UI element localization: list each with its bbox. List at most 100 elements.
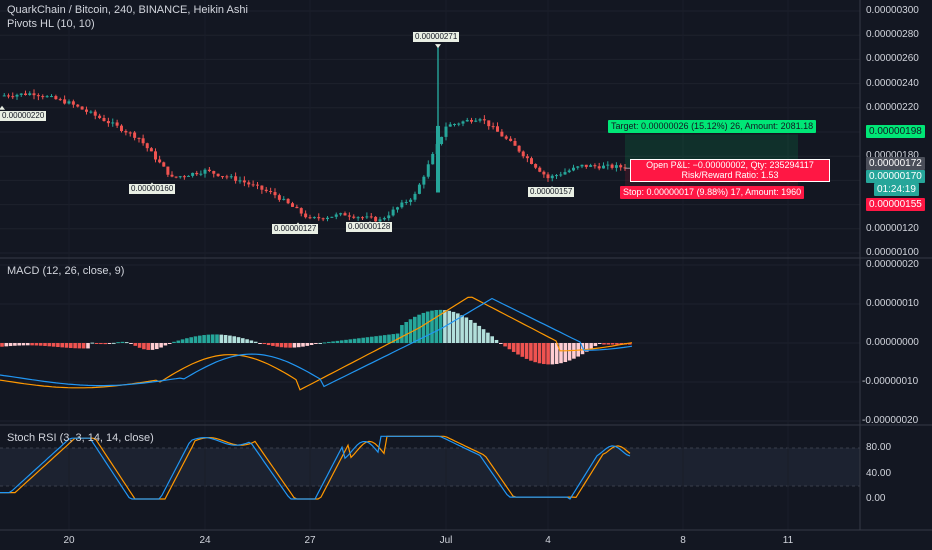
candle-body (509, 138, 513, 141)
macd-histogram-bar (124, 342, 129, 344)
candle-body (264, 189, 268, 192)
macd-histogram-bar (468, 319, 473, 343)
macd-title[interactable]: MACD (12, 26, close, 9) (7, 265, 125, 277)
macd-histogram-bar (155, 343, 159, 350)
pivot-label: 0.00000128 (346, 222, 393, 232)
candle-body (174, 176, 178, 178)
macd-histogram-bar (348, 339, 353, 343)
candle-body (555, 175, 558, 177)
macd-histogram-bar (524, 343, 529, 359)
macd-histogram-bar (228, 335, 232, 343)
candle-body (115, 122, 119, 126)
price-tick-label: 0.00000120 (866, 222, 919, 234)
stoch-rsi-title[interactable]: Stoch RSI (3, 3, 14, 14, close) (7, 432, 154, 444)
macd-histogram-bar (60, 343, 64, 348)
macd-histogram-bar (417, 314, 421, 343)
macd-histogram-bar (185, 338, 189, 343)
macd-tick-label: 0.00000020 (866, 259, 919, 270)
target-label[interactable]: Target: 0.00000026 (15.12%) 26, Amount: … (608, 120, 817, 133)
candle-body (24, 93, 27, 96)
macd-histogram-bar (378, 335, 383, 343)
candle-body (525, 156, 529, 159)
candle-body (221, 176, 224, 178)
macd-histogram-bar (279, 343, 284, 348)
macd-histogram-bar (189, 337, 193, 343)
price-tick-label: 0.00000240 (866, 77, 919, 89)
candle-body (572, 167, 575, 171)
macd-histogram-bar (271, 343, 275, 346)
candle-body (400, 202, 404, 208)
macd-histogram-bar (589, 343, 593, 349)
candle-body (76, 104, 80, 107)
candle-body (542, 171, 546, 175)
candle-body (426, 164, 430, 177)
candle-body (619, 165, 623, 168)
macd-histogram-bar (352, 338, 357, 343)
candle-body (559, 174, 563, 176)
macd-histogram-bar (8, 343, 13, 347)
macd-histogram-bar (615, 343, 619, 345)
time-tick-label: 24 (199, 535, 211, 546)
macd-histogram-bar (533, 343, 537, 363)
candle-body (28, 93, 32, 96)
candle-body (343, 213, 347, 216)
stoch-tick-label: 40.00 (866, 467, 892, 479)
macd-histogram-bar (305, 343, 310, 346)
macd-histogram-bar (537, 343, 542, 364)
candle-body (491, 126, 495, 128)
candle-body (580, 164, 584, 167)
candle-body (106, 121, 110, 124)
macd-histogram-bar (438, 309, 443, 343)
candle-body (365, 216, 369, 218)
macd-histogram-bar (554, 343, 559, 364)
candle-body (382, 218, 386, 220)
candle-body (63, 99, 67, 104)
candle-body (584, 164, 588, 167)
candle-body (330, 216, 334, 218)
macd-histogram-bar (516, 343, 520, 355)
macd-histogram-bar (357, 338, 361, 343)
candle-body (474, 120, 478, 122)
candle-body (530, 158, 533, 164)
candle-body (137, 137, 141, 139)
candle-body (199, 173, 203, 175)
time-tick-label: 27 (304, 535, 316, 546)
candle-body (111, 122, 115, 124)
risk-reward-label: Risk/Reward Ratio: 1.53 (681, 170, 779, 180)
macd-histogram-bar (17, 343, 21, 346)
candle-body (602, 165, 605, 169)
macd-histogram-bar (318, 342, 322, 344)
candle-body (80, 106, 84, 110)
macd-histogram-bar (494, 339, 499, 343)
macd-histogram-bar (266, 343, 271, 346)
macd-histogram-bar (619, 343, 623, 345)
pivots-indicator-label[interactable]: Pivots HL (10, 10) (7, 18, 95, 30)
macd-tick-label: -0.00000020 (862, 415, 919, 426)
macd-tick-label: 0.00000010 (866, 298, 919, 309)
macd-histogram-bar (47, 343, 52, 347)
price-tick-label: 0.00000220 (866, 101, 919, 113)
pnl-box[interactable]: Open P&L: −0.00000002, Qty: 235294117 Ri… (630, 159, 830, 182)
candle-body (32, 93, 36, 96)
macd-histogram-bar (180, 339, 185, 343)
macd-histogram-bar (94, 343, 99, 344)
stop-label[interactable]: Stop: 0.00000017 (9.88%) 17, Amount: 196… (620, 186, 805, 199)
candle-body (154, 151, 157, 160)
candle-body (93, 111, 97, 116)
stop-price-tag: 0.00000155 (866, 198, 925, 211)
candle-body (321, 218, 325, 220)
macd-histogram-bar (451, 311, 456, 343)
pivot-label: 0.00000160 (129, 184, 176, 194)
macd-tick-label: -0.00000010 (862, 376, 919, 387)
macd-histogram-bar (43, 343, 47, 346)
candle-body (15, 94, 19, 97)
time-tick-label: 8 (680, 535, 686, 546)
candle-body (453, 123, 456, 125)
macd-histogram-bar (159, 343, 163, 348)
time-tick-label: 20 (63, 535, 75, 546)
macd-histogram-bar (585, 343, 589, 352)
candle-body (182, 176, 186, 178)
macd-histogram-bar (241, 338, 245, 343)
stoch-k-line (0, 435, 631, 500)
